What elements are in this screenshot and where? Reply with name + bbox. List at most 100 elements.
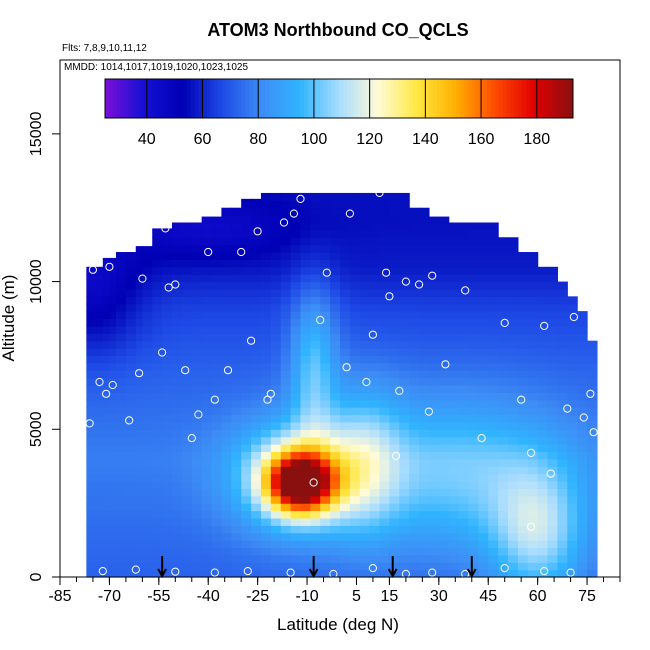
heatmap-cell (231, 244, 242, 253)
heatmap-cell (191, 547, 203, 556)
heatmap-cell (498, 473, 509, 482)
heatmap-cell (419, 222, 430, 231)
heatmap-cell (379, 547, 391, 556)
heatmap-cell (508, 244, 519, 253)
heatmap-cell (102, 569, 111, 578)
heatmap-cell (369, 229, 381, 238)
heatmap-cell (369, 510, 381, 519)
heatmap-cell (557, 325, 568, 334)
heatmap-cell (557, 340, 568, 349)
heatmap-cell (547, 333, 559, 342)
heatmap-cell (359, 325, 371, 334)
heatmap-cell (181, 340, 193, 349)
heatmap-cell (181, 237, 193, 246)
heatmap-cell (320, 318, 331, 327)
heatmap-cell (280, 244, 292, 253)
heatmap-cell (201, 554, 213, 563)
heatmap-cell (300, 259, 311, 268)
heatmap-cell (142, 259, 153, 268)
heatmap-cell (419, 244, 430, 253)
heatmap-cell (172, 510, 183, 519)
heatmap-cell (488, 399, 499, 408)
heatmap-cell (369, 362, 381, 371)
heatmap-cell (359, 244, 371, 253)
heatmap-cell (419, 414, 430, 423)
heatmap-cell (270, 281, 282, 290)
heatmap-cell (86, 458, 94, 467)
heatmap-cell (152, 399, 163, 408)
heatmap-cell (142, 532, 153, 541)
heatmap-cell (369, 392, 381, 401)
heatmap-cell (135, 525, 143, 534)
heatmap-cell (270, 562, 282, 571)
heatmap-cell (92, 384, 104, 393)
heatmap-cell (241, 266, 252, 275)
heatmap-cell (428, 488, 440, 497)
heatmap-cell (330, 458, 341, 467)
heatmap-cell (379, 362, 391, 371)
flight-point (171, 280, 180, 289)
heatmap-cell (290, 296, 302, 305)
heatmap-cell (389, 444, 400, 453)
heatmap-cell (251, 252, 262, 261)
heatmap-cell (201, 495, 213, 504)
heatmap-cell (251, 303, 262, 312)
heatmap-cell (419, 480, 430, 489)
heatmap-cell (369, 237, 381, 246)
heatmap-cell (152, 480, 163, 489)
heatmap-cell (537, 274, 549, 283)
heatmap-cell (135, 252, 143, 261)
flight-point (368, 330, 377, 339)
heatmap-cell (448, 466, 460, 475)
heatmap-cell (152, 547, 163, 556)
heatmap-cell (330, 222, 341, 231)
colorbar-segment (315, 79, 320, 118)
heatmap-cell (399, 362, 410, 371)
colorbar-segment (112, 79, 118, 118)
heatmap-cell (201, 355, 213, 364)
heatmap-cell (191, 444, 203, 453)
heatmap-cell (172, 384, 183, 393)
heatmap-cell (537, 532, 549, 541)
heatmap-cell (527, 414, 539, 423)
heatmap-cell (221, 392, 232, 401)
heatmap-cell (102, 436, 111, 445)
heatmap-cell (290, 384, 302, 393)
heatmap-cell (241, 421, 252, 430)
colorbar-segment (163, 79, 168, 118)
heatmap-cell (330, 303, 341, 312)
heatmap-cell (310, 192, 321, 201)
heatmap-cell (498, 421, 509, 430)
heatmap-cell (290, 517, 302, 526)
heatmap-cell (517, 333, 529, 342)
flight-point (461, 569, 470, 579)
heatmap-cell (109, 540, 117, 549)
heatmap-cell (330, 370, 341, 379)
heatmap-cell (399, 540, 410, 549)
heatmap-cell (211, 525, 223, 534)
heatmap-cell (270, 274, 282, 283)
heatmap-cell (567, 458, 578, 467)
heatmap-cell (162, 311, 173, 320)
heatmap-cell (517, 362, 529, 371)
heatmap-cell (419, 466, 430, 475)
heatmap-cell (419, 525, 430, 534)
heatmap-cell (517, 562, 529, 571)
heatmap-cell (468, 229, 479, 238)
heatmap-cell (448, 384, 460, 393)
heatmap-cell (369, 480, 381, 489)
heatmap-cell (251, 540, 262, 549)
heatmap-cell (251, 525, 262, 534)
colorbar-segment (471, 79, 476, 118)
heatmap-cell (527, 569, 539, 578)
heatmap-cell (369, 407, 381, 416)
heatmap-cell (300, 569, 311, 578)
heatmap-cell (251, 473, 262, 482)
heatmap-cell (300, 325, 311, 334)
heatmap-cell (280, 303, 292, 312)
heatmap-cell (537, 525, 549, 534)
heatmap-cell (181, 296, 193, 305)
heatmap-cell (172, 473, 183, 482)
colorbar-segment (268, 79, 274, 118)
heatmap-cell (389, 562, 400, 571)
